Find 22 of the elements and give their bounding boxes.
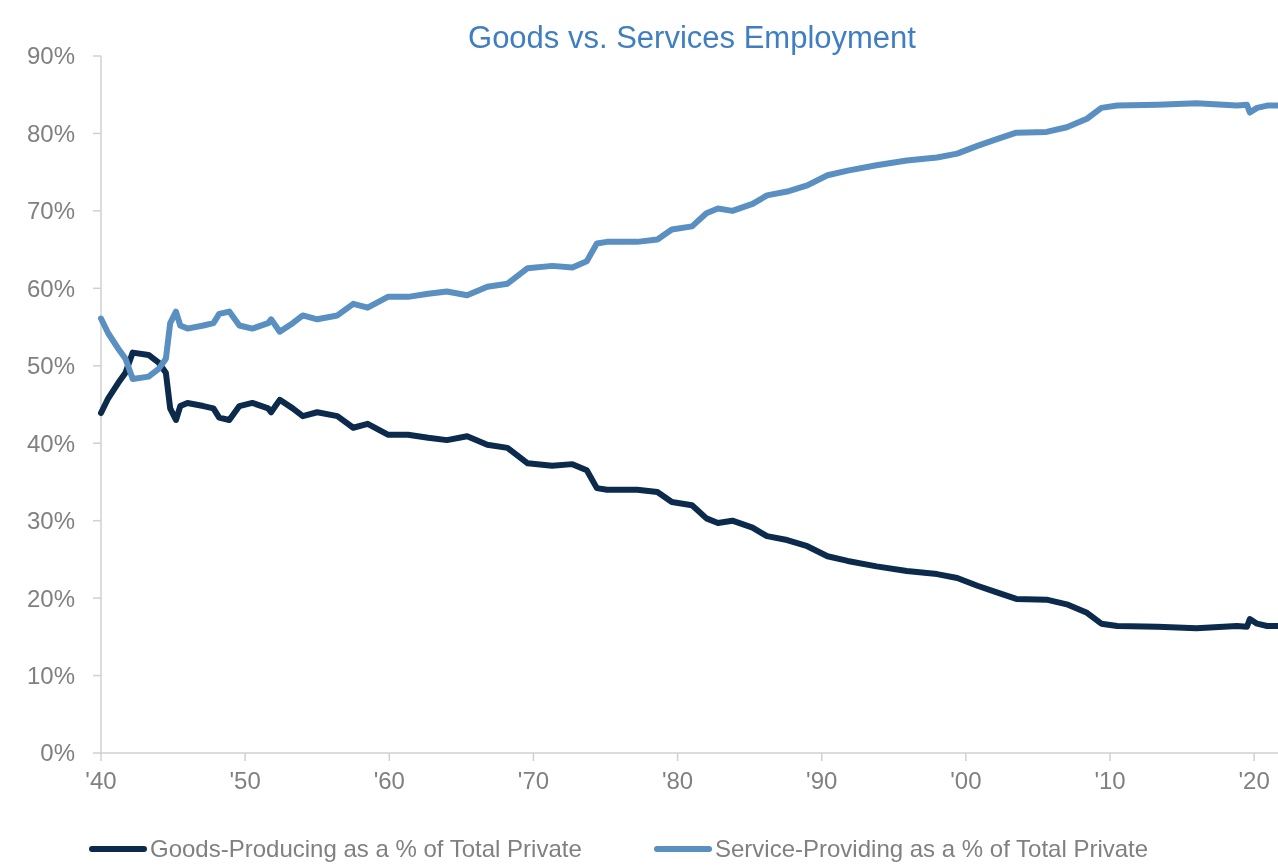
chart-title: Goods vs. Services Employment [468, 20, 917, 55]
x-tick-label: '70 [517, 767, 550, 794]
y-tick-label: 50% [26, 352, 75, 380]
y-tick-label: 70% [26, 197, 75, 225]
x-tick-label: '00 [950, 767, 982, 794]
x-tick-label: '40 [85, 767, 117, 794]
legend-label: Service-Providing as a % of Total Private [715, 835, 1149, 862]
x-tick-label: '90 [806, 767, 838, 794]
y-tick-label: 0% [40, 739, 75, 767]
x-tick-label: '60 [373, 767, 405, 794]
x-tick-label: '10 [1094, 767, 1126, 794]
y-tick-label: 40% [26, 429, 75, 457]
y-tick-label: 90% [26, 42, 75, 70]
x-tick-label: '50 [229, 767, 261, 794]
legend-label: Goods-Producing as a % of Total Private [150, 835, 582, 862]
x-tick-label: '80 [661, 767, 694, 794]
x-tick-label: '20 [1238, 767, 1270, 794]
y-tick-label: 10% [26, 661, 75, 689]
y-tick-label: 60% [26, 274, 75, 302]
y-tick-label: 80% [26, 119, 75, 147]
y-tick-label: 30% [26, 507, 75, 535]
y-tick-label: 20% [26, 584, 75, 612]
